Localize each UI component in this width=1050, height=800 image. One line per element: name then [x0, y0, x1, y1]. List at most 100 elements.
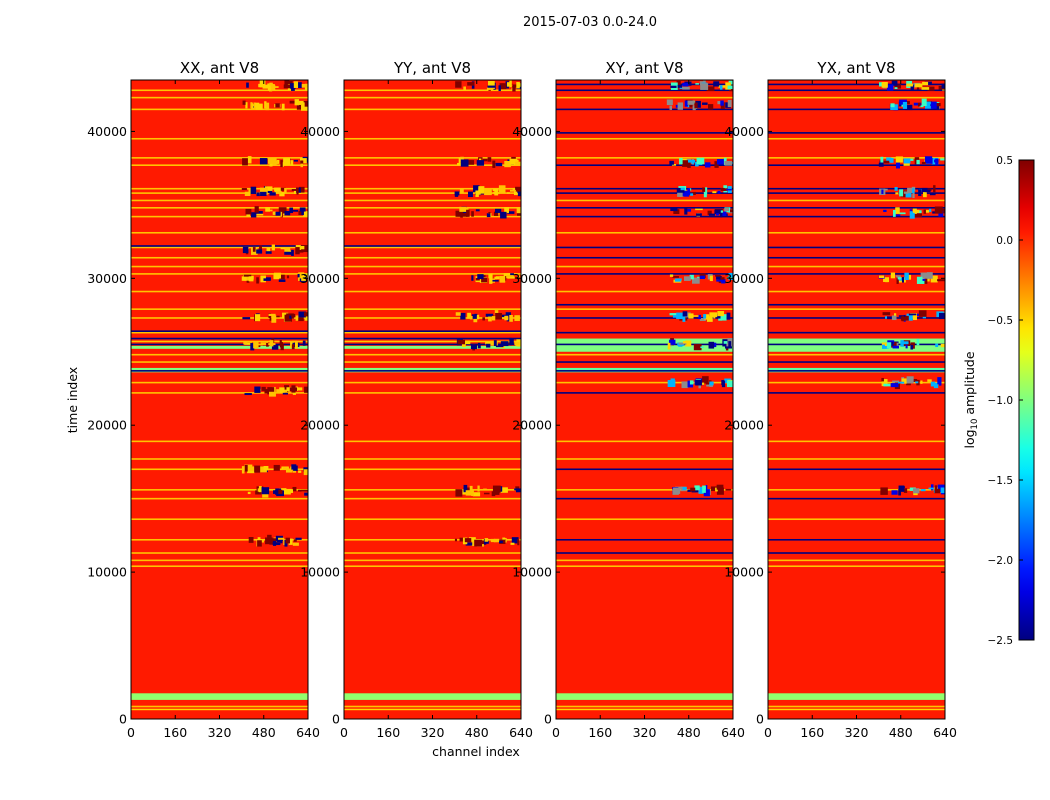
heatmap-noise-cell — [488, 80, 495, 86]
heatmap-noise-cell — [885, 277, 889, 283]
heatmap-noise-cell — [923, 209, 926, 214]
heatmap-noise-cell — [291, 84, 295, 91]
heatmap-flag-line — [131, 164, 308, 166]
heatmap-dark-line — [556, 468, 733, 471]
heatmap-noise-cell — [279, 274, 285, 280]
heatmap-noise-cell — [455, 312, 461, 316]
heatmap-noise-cell — [504, 160, 511, 168]
heatmap-noise-cell — [454, 538, 458, 542]
heatmap-noise-cell — [716, 276, 722, 280]
heatmap-noise-cell — [514, 315, 520, 322]
heatmap-noise-cell — [706, 86, 715, 92]
heatmap-noise-cell — [702, 376, 709, 384]
panel-2: YY, ant V8 0 160 320 480 640 0 10000 20000 30000 4… — [300, 59, 533, 740]
heatmap-noise-cell — [254, 465, 261, 473]
heatmap-noise-cell — [706, 316, 713, 322]
heatmap-dark-line — [131, 330, 308, 332]
heatmap-noise-cell — [483, 488, 487, 491]
heatmap-noise-cell — [273, 490, 278, 494]
heatmap-noise-cell — [510, 542, 515, 545]
heatmap-dark-line — [131, 370, 308, 372]
heatmap-noise-cell — [912, 378, 918, 382]
heatmap-noise-cell — [245, 102, 248, 109]
heatmap-noise-cell — [457, 339, 466, 345]
heatmap-noise-cell — [255, 490, 262, 495]
heatmap-noise-cell — [696, 213, 702, 216]
heatmap-flag-line — [768, 489, 945, 491]
heatmap-dark-line — [556, 164, 733, 166]
heatmap-noise-cell — [707, 210, 712, 215]
heatmap-dark-line — [768, 317, 945, 319]
heatmap-flag-line — [131, 392, 308, 394]
heatmap-flag-line — [768, 565, 945, 568]
heatmap-noise-cell — [883, 188, 888, 191]
heatmap-noise-cell — [695, 208, 703, 211]
heatmap-noise-cell — [517, 190, 521, 197]
heatmap-noise-cell — [901, 277, 905, 283]
heatmap-noise-cell — [676, 81, 681, 89]
heatmap-dark-line — [556, 273, 733, 275]
heatmap-noise-cell — [681, 381, 689, 389]
heatmap-band — [131, 708, 308, 711]
colorbar-tick-label: −1.0 — [988, 395, 1014, 407]
heatmap-noise-cell — [905, 104, 913, 111]
heatmap-noise-cell — [258, 343, 263, 346]
heatmap-noise-cell — [254, 102, 260, 108]
heatmap-noise-cell — [477, 342, 481, 348]
heatmap-flag-line — [131, 331, 308, 334]
heatmap-noise-cell — [891, 315, 897, 321]
heatmap-noise-cell — [293, 465, 298, 471]
heatmap-flag-line — [556, 290, 733, 293]
heatmap-flag-line — [344, 458, 521, 460]
heatmap-image — [344, 80, 521, 719]
heatmap-noise-cell — [297, 317, 304, 322]
heatmap-noise-cell — [300, 245, 305, 250]
heatmap-noise-cell — [509, 189, 516, 192]
heatmap-noise-cell — [242, 100, 246, 105]
heatmap-noise-cell — [690, 315, 699, 317]
heatmap-noise-cell — [695, 379, 702, 386]
x-tick-label: 0 — [764, 725, 772, 740]
heatmap-noise-cell — [499, 275, 506, 283]
heatmap-noise-cell — [471, 275, 474, 281]
heatmap-noise-cell — [690, 487, 696, 492]
heatmap-noise-cell — [928, 487, 934, 490]
heatmap-noise-cell — [259, 80, 266, 88]
heatmap-noise-cell — [493, 538, 500, 543]
heatmap-noise-cell — [274, 187, 281, 192]
heatmap-noise-cell — [303, 211, 308, 217]
heatmap-noise-cell — [892, 345, 899, 349]
heatmap-noise-cell — [703, 191, 707, 198]
heatmap-dark-line — [556, 317, 733, 319]
heatmap-noise-cell — [916, 276, 925, 284]
heatmap-noise-cell — [280, 211, 283, 217]
heatmap-noise-cell — [467, 82, 475, 86]
heatmap-flag-line — [131, 89, 308, 92]
heatmap-noise-cell — [509, 315, 513, 322]
heatmap-noise-cell — [684, 207, 688, 215]
heatmap-dark-line — [768, 256, 945, 259]
heatmap-noise-cell — [246, 82, 249, 88]
heatmap-noise-cell — [715, 275, 721, 277]
heatmap-noise-cell — [895, 207, 900, 214]
heatmap-noise-cell — [678, 342, 687, 345]
heatmap-noise-cell — [491, 316, 496, 321]
heatmap-noise-cell — [720, 277, 725, 280]
heatmap-flag-line — [131, 157, 308, 159]
heatmap-noise-cell — [256, 277, 259, 284]
heatmap-noise-cell — [254, 211, 263, 214]
heatmap-noise-cell — [481, 277, 488, 283]
heatmap-noise-cell — [264, 101, 267, 109]
heatmap-noise-cell — [921, 161, 926, 164]
heatmap-noise-cell — [282, 467, 289, 470]
heatmap-band — [556, 693, 733, 700]
colorbar-tick-label: 0.0 — [996, 235, 1013, 247]
heatmap-flag-line — [768, 705, 945, 708]
heatmap-noise-cell — [883, 209, 887, 212]
heatmap-dark-line — [556, 108, 733, 111]
x-tick-label: 640 — [721, 725, 745, 740]
heatmap-noise-cell — [898, 485, 905, 492]
heatmap-flag-line — [344, 565, 521, 568]
heatmap-image — [131, 80, 308, 719]
heatmap-noise-cell — [906, 376, 914, 384]
